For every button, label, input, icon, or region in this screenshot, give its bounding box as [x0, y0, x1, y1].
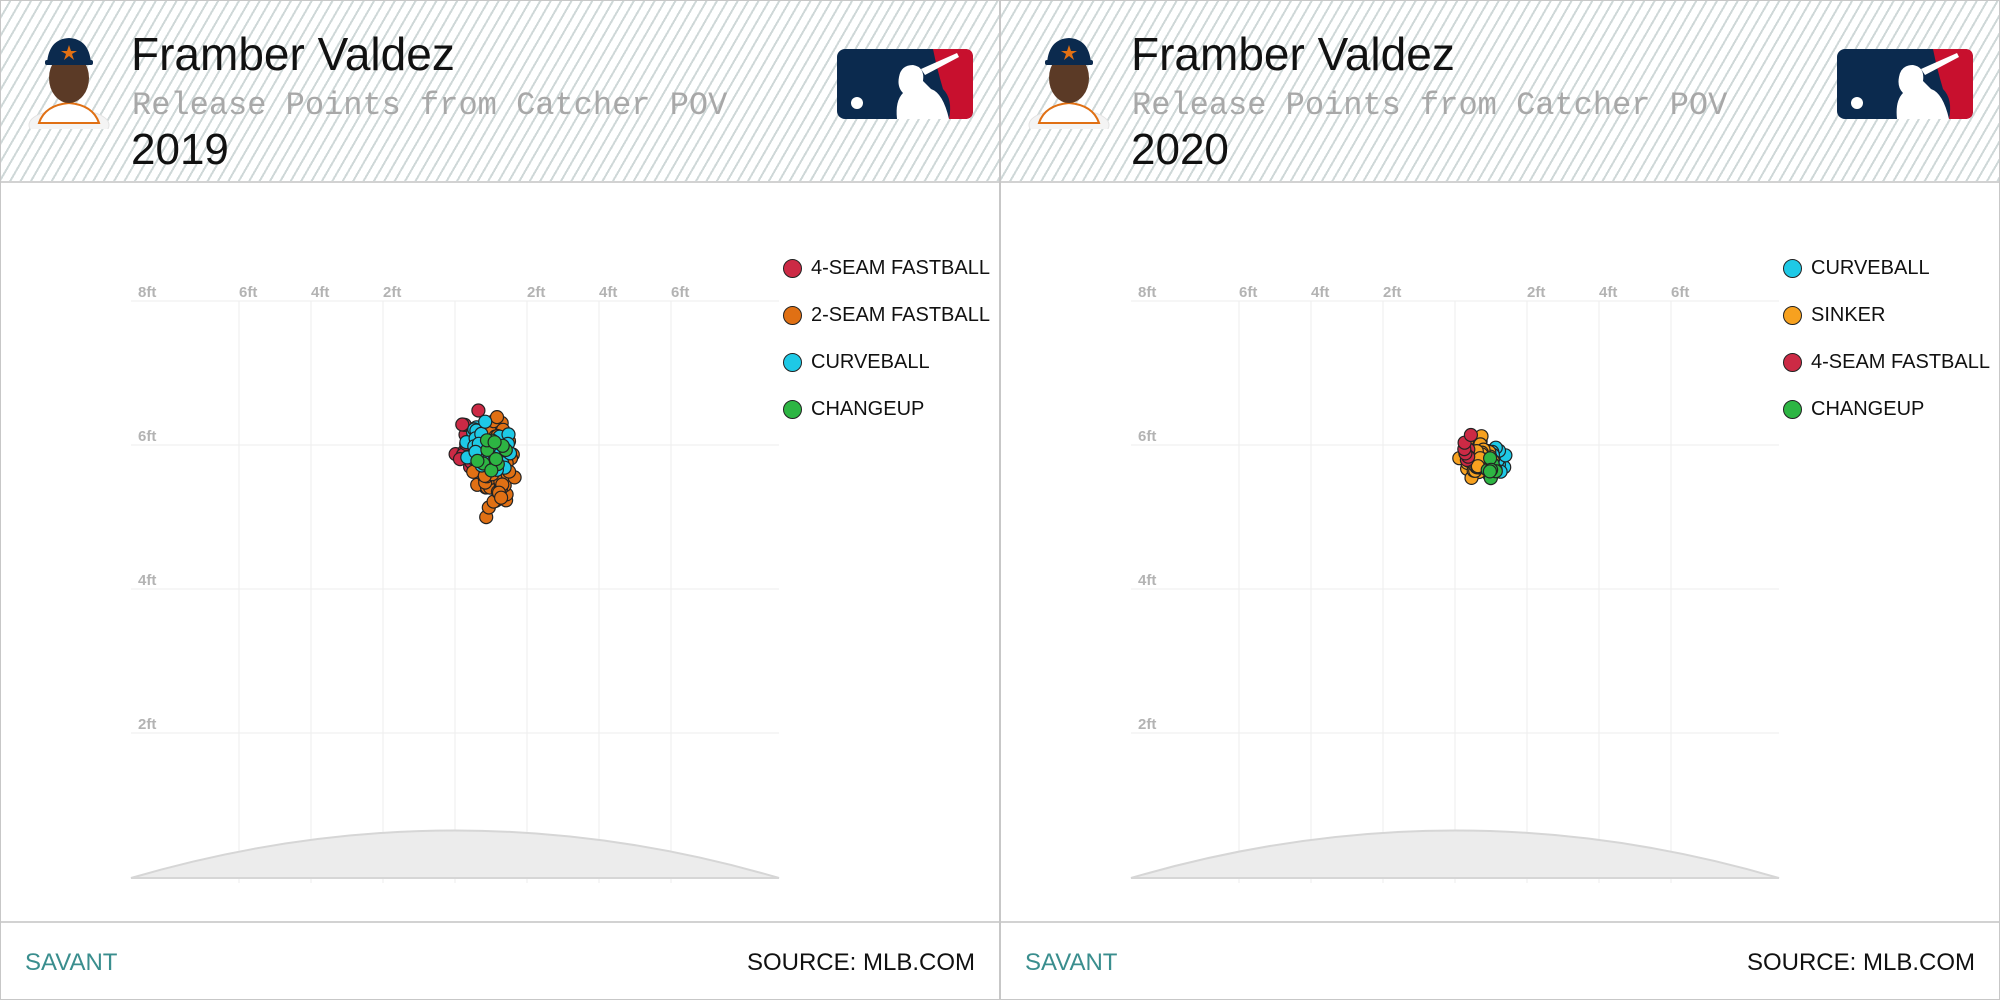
legend-item: CHANGEUP [783, 398, 924, 421]
scatter-plot-area: 8ft 6ft 4ft 2ft 2ft 4ft 6ft 6ft 4ft 2ft [1130, 284, 1780, 883]
mlb-logo-icon [837, 49, 973, 119]
x-tick-label: 4ft [1311, 284, 1329, 301]
player-name: Framber Valdez [1131, 28, 1455, 80]
legend-swatch [1783, 306, 1802, 325]
release-point [494, 490, 509, 505]
release-point-plot: 8ft 6ft 4ft 2ft 2ft 4ft 6ft 6ft 4ft 2ft [1001, 183, 1999, 921]
x-tick-label: 4ft [1599, 284, 1617, 301]
release-point [487, 435, 502, 450]
x-axis-ticks: 8ft 6ft 4ft 2ft 2ft 4ft 6ft [1138, 284, 1689, 301]
y-tick-label: 2ft [1138, 716, 1156, 733]
season-label: 2019 [131, 125, 229, 174]
y-axis-ticks: 6ft 4ft 2ft [138, 428, 156, 733]
y-tick-label: 6ft [138, 428, 156, 445]
savant-link[interactable]: SAVANT [1025, 949, 1118, 976]
legend-item: SINKER [1783, 304, 1885, 327]
grid-lines [131, 300, 779, 883]
legend-item: CHANGEUP [1783, 398, 1924, 421]
release-point [488, 452, 504, 467]
legend-swatch [783, 306, 802, 325]
legend-label: CHANGEUP [1811, 398, 1925, 420]
legend-label: CURVEBALL [1811, 257, 1930, 279]
legend-label: SINKER [1811, 304, 1886, 326]
legend-swatch [783, 353, 802, 372]
legend-item: 4-SEAM FASTBALL [783, 257, 990, 280]
panel-header: Framber Valdez Release Points from Catch… [1001, 1, 1999, 183]
legend-swatch [1783, 259, 1802, 278]
legend-label: 4-SEAM FASTBALL [1811, 351, 1990, 373]
legend-swatch [1783, 353, 1802, 372]
player-headshot [1028, 38, 1110, 129]
x-tick-label: 6ft [239, 284, 257, 301]
release-point [471, 403, 486, 418]
x-tick-label: 2ft [1527, 284, 1545, 301]
x-tick-label: 2ft [383, 284, 401, 301]
x-tick-label: 2ft [527, 284, 545, 301]
grid-lines [1131, 300, 1779, 883]
release-point [1463, 427, 1478, 443]
x-tick-label: 6ft [1239, 284, 1257, 301]
x-tick-label: 6ft [671, 284, 689, 301]
scatter-plot-area: 8ft 6ft 4ft 2ft 2ft 4ft 6ft 6ft 4ft 2ft [130, 284, 780, 883]
legend-swatch [783, 400, 802, 419]
x-tick-label: 8ft [138, 284, 156, 301]
mlb-logo-icon [1837, 49, 1973, 119]
savant-link[interactable]: SAVANT [25, 949, 118, 976]
release-point [489, 410, 505, 425]
pitchers-mound [1130, 829, 1780, 879]
release-points [1452, 427, 1513, 486]
player-name: Framber Valdez [131, 28, 455, 80]
y-tick-label: 2ft [138, 716, 156, 733]
x-tick-label: 4ft [599, 284, 617, 301]
chart-panel-2020: Framber Valdez Release Points from Catch… [1000, 0, 2000, 1000]
legend-label: 2-SEAM FASTBALL [811, 304, 990, 326]
release-point [1482, 464, 1497, 479]
panel-header: Framber Valdez Release Points from Catch… [1, 1, 999, 183]
legend-swatch [783, 259, 802, 278]
y-tick-label: 4ft [1138, 572, 1156, 589]
legend-label: CHANGEUP [811, 398, 925, 420]
panel-footer: SAVANT SOURCE: MLB.COM [1, 921, 999, 999]
y-axis-ticks: 6ft 4ft 2ft [1138, 428, 1156, 733]
release-point [478, 414, 493, 429]
chart-subtitle: Release Points from Catcher POV [1132, 87, 1728, 124]
y-tick-label: 4ft [138, 572, 156, 589]
release-points [448, 403, 522, 525]
x-tick-label: 4ft [311, 284, 329, 301]
legend-item: 4-SEAM FASTBALL [1783, 351, 1990, 374]
y-tick-label: 6ft [1138, 428, 1156, 445]
legend-item: CURVEBALL [1783, 257, 1930, 280]
x-axis-ticks: 8ft 6ft 4ft 2ft 2ft 4ft 6ft [138, 284, 689, 301]
panel-footer: SAVANT SOURCE: MLB.COM [1001, 921, 1999, 999]
legend-item: CURVEBALL [783, 351, 930, 374]
legend-label: 4-SEAM FASTBALL [811, 257, 990, 279]
x-tick-label: 8ft [1138, 284, 1156, 301]
legend-swatch [1783, 400, 1802, 419]
release-point-plot: 8ft 6ft 4ft 2ft 2ft 4ft 6ft 6ft 4ft 2ft [1, 183, 999, 921]
source-label: SOURCE: MLB.COM [746, 949, 975, 976]
release-point [455, 417, 470, 432]
source-label: SOURCE: MLB.COM [1746, 949, 1975, 976]
x-tick-label: 6ft [1671, 284, 1689, 301]
legend-label: CURVEBALL [811, 351, 930, 373]
season-label: 2020 [1131, 125, 1229, 174]
chart-subtitle: Release Points from Catcher POV [132, 87, 728, 124]
legend-item: 2-SEAM FASTBALL [783, 304, 990, 327]
x-tick-label: 2ft [1383, 284, 1401, 301]
chart-panel-2019: Framber Valdez Release Points from Catch… [0, 0, 1000, 1000]
player-headshot [28, 38, 110, 129]
release-point [470, 453, 485, 468]
pitchers-mound [130, 829, 780, 879]
